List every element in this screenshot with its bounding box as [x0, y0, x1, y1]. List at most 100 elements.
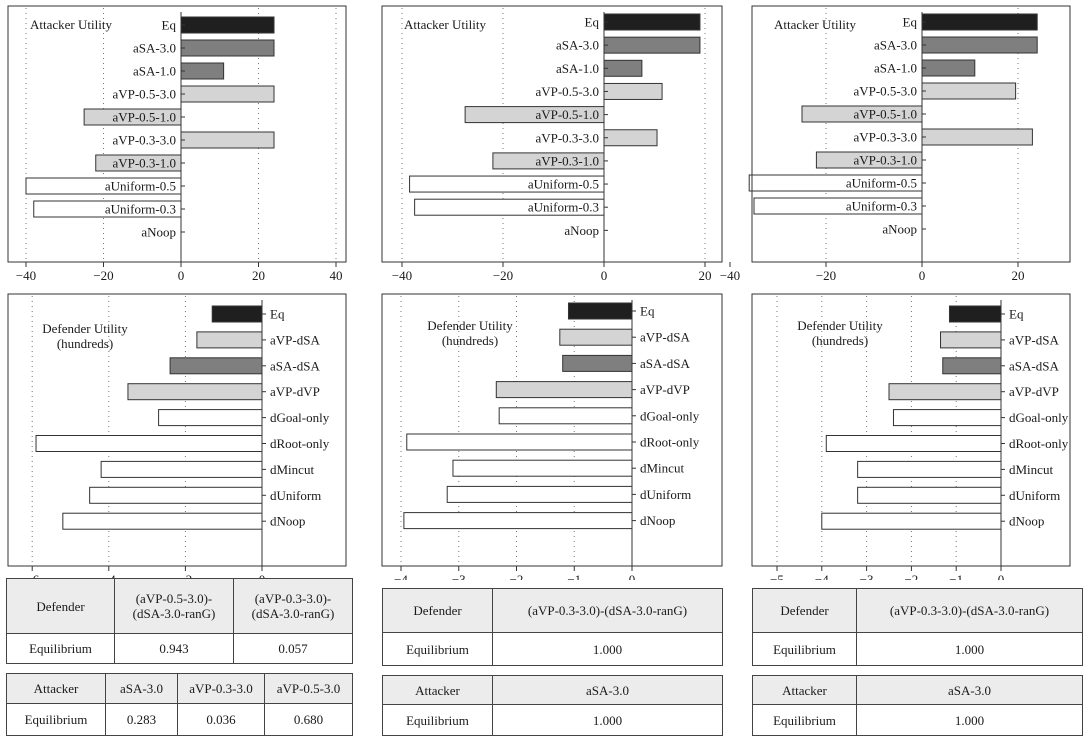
attacker-label: Attacker [6, 673, 106, 704]
bar [825, 435, 1002, 452]
bar [196, 331, 263, 349]
attacker-equilibrium-table-3: Attacker aSA-3.0 Equilibrium 1.000 [752, 675, 1083, 736]
bar [603, 13, 701, 31]
category-label: aSA-3.0 [556, 38, 599, 53]
equilibrium-probability: 1.000 [856, 704, 1083, 736]
x-tick-label: −6 [25, 572, 39, 580]
bar [921, 82, 1017, 100]
category-label: dRoot-only [640, 435, 700, 450]
chart-title: Defender Utility [797, 318, 883, 333]
x-tick-label: 20 [1012, 268, 1025, 283]
chart-title: Attacker Utility [30, 17, 112, 32]
chart-subtitle: (hundreds) [57, 336, 113, 351]
chart-title: Defender Utility [42, 321, 128, 336]
bar [562, 354, 633, 372]
category-label: aVP-dVP [1009, 384, 1059, 399]
category-label: aUniform-0.3 [846, 199, 917, 214]
bar [603, 129, 658, 147]
bar [603, 36, 701, 54]
category-label: aVP-0.5-3.0 [535, 84, 599, 99]
category-label: dGoal-only [1009, 410, 1069, 425]
attacker-label: Attacker [752, 675, 857, 705]
category-label: Eq [903, 15, 918, 30]
defender-strategy-header: (aVP-0.5-3.0)- (dSA-3.0-ranG) [114, 578, 234, 634]
defender-strategy-header: (aVP-0.3-3.0)-(dSA-3.0-ranG) [492, 588, 723, 633]
category-label: aSA-1.0 [133, 64, 176, 79]
category-label: aSA-3.0 [874, 38, 917, 53]
attacker-strategy-header: aSA-3.0 [856, 675, 1083, 705]
x-tick-label: 0 [178, 268, 185, 283]
equilibrium-probability: 1.000 [492, 704, 723, 736]
attacker-label: Attacker [382, 675, 493, 705]
attacker-strategy-header: aVP-0.5-3.0 [264, 673, 353, 704]
category-label: aSA-dSA [640, 356, 690, 371]
equilibrium-label: Equilibrium [382, 704, 493, 736]
category-label: aVP-dSA [1009, 332, 1059, 347]
bar [127, 383, 263, 401]
x-tick-label: 40 [330, 268, 343, 283]
bar [921, 128, 1033, 146]
equilibrium-probability: 0.057 [233, 633, 353, 664]
defender-equilibrium-table-3: Defender (aVP-0.3-3.0)-(dSA-3.0-ranG) Eq… [752, 588, 1083, 666]
bar [89, 486, 263, 504]
bar [948, 305, 1002, 323]
attacker-utility-chart-2: −40 −20 0 20 Eq aSA-3.0 aSA-1.0 aVP-0.5-3.0 aVP-… [392, 8, 712, 283]
equilibrium-probability: 0.943 [114, 633, 234, 664]
equilibrium-label: Equilibrium [752, 704, 857, 736]
bar [452, 459, 633, 477]
bar [62, 512, 263, 530]
category-label: dMincut [640, 461, 684, 476]
chart-frame [7, 5, 347, 263]
equilibrium-probability: 0.680 [264, 703, 353, 736]
chart-frame [751, 5, 1071, 263]
category-label: aVP-0.5-1.0 [535, 107, 599, 122]
category-label: dGoal-only [640, 408, 700, 423]
defender-equilibrium-table-1: Defender (aVP-0.5-3.0)- (dSA-3.0-ranG) (… [6, 578, 353, 664]
category-label: aVP-dVP [270, 384, 320, 399]
bar [857, 460, 1002, 478]
category-label: Eq [270, 307, 285, 322]
bar [158, 409, 263, 427]
category-label: Eq [162, 18, 177, 33]
attacker-strategy-header: aVP-0.3-3.0 [177, 673, 265, 704]
category-label: aUniform-0.5 [105, 179, 176, 194]
x-tick-label: 20 [252, 268, 265, 283]
category-label: aUniform-0.3 [528, 200, 599, 215]
x-tick-label: −20 [93, 268, 113, 283]
category-label: dNoop [270, 514, 305, 529]
x-tick-label: −40 [16, 268, 36, 283]
category-label: aSA-3.0 [133, 41, 176, 56]
x-tick-label: −20 [493, 268, 513, 283]
category-label: dNoop [640, 513, 675, 528]
defender-equilibrium-table-2: Defender (aVP-0.3-3.0)-(dSA-3.0-ranG) Eq… [382, 588, 723, 666]
x-tick-label: 0 [629, 572, 636, 580]
bar [921, 13, 1038, 31]
category-label: Eq [1009, 307, 1024, 322]
x-tick-label: 0 [919, 268, 926, 283]
defender-label: Defender [6, 578, 115, 634]
chart-frame [751, 293, 1071, 567]
bar [567, 302, 633, 320]
bar [180, 131, 275, 149]
x-tick-label: −40 [392, 268, 412, 283]
category-label: Eq [640, 304, 655, 319]
category-label: dRoot-only [1009, 436, 1069, 451]
category-label: aVP-0.5-3.0 [112, 87, 176, 102]
bar [403, 512, 633, 530]
category-label: aVP-dVP [640, 382, 690, 397]
bar [406, 433, 633, 451]
x-tick-label: 20 [699, 268, 712, 283]
attacker-strategy-header: aSA-3.0 [105, 673, 178, 704]
attacker-equilibrium-table-1: Attacker aSA-3.0 aVP-0.3-3.0 aVP-0.5-3.0… [6, 673, 353, 736]
chart-frame [381, 5, 723, 263]
bar [180, 16, 275, 34]
equilibrium-probability: 1.000 [856, 632, 1083, 666]
x-tick-label: −20 [816, 268, 836, 283]
x-tick-label: 0 [998, 572, 1005, 580]
category-label: aUniform-0.3 [105, 202, 176, 217]
category-label: aUniform-0.5 [528, 177, 599, 192]
x-tick-label: −1 [567, 572, 581, 580]
defender-strategy-line-2: (dSA-3.0-ranG) [132, 606, 216, 621]
equilibrium-label: Equilibrium [6, 703, 106, 736]
x-tick-label: −2 [904, 572, 918, 580]
